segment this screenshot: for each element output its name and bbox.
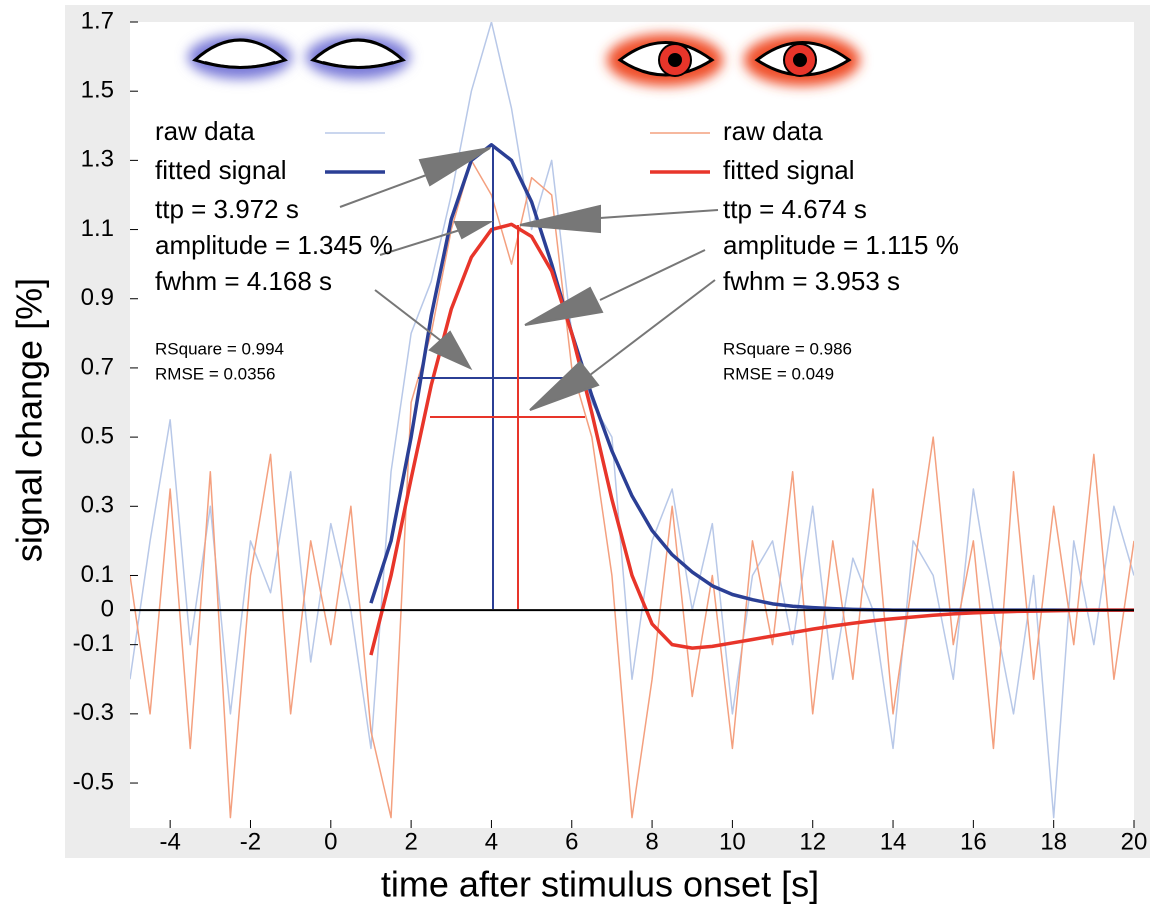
closed-eyes [188,35,410,79]
x-tick-label: 12 [799,828,826,855]
annotation: ttp = 4.674 s [723,194,867,224]
annotation: fwhm = 4.168 s [155,266,332,296]
x-tick-label: -2 [240,828,261,855]
y-tick-label: -0.1 [73,630,114,657]
annotation: ttp = 3.972 s [155,194,299,224]
x-tick-label: 0 [324,828,337,855]
y-tick-label: 0 [101,595,114,622]
annotation: RSquare = 0.994 [155,339,284,358]
y-tick-label: 0.9 [81,284,114,311]
y-tick-label: 0.5 [81,422,114,449]
x-tick-label: 10 [719,828,746,855]
x-tick-label: 14 [880,828,907,855]
y-tick-label: 1.3 [81,146,114,173]
x-tick-label: -4 [159,828,180,855]
x-tick-label: 8 [645,828,658,855]
legend-label: fitted signal [723,155,855,185]
guide-lines [418,145,585,609]
y-tick-label: 0.1 [81,561,114,588]
y-tick-label: 1.5 [81,77,114,104]
annotation: RMSE = 0.049 [723,364,834,383]
x-tick-label: 18 [1040,828,1067,855]
arrows [339,147,719,411]
x-tick-label: 6 [565,828,578,855]
y-tick-label: -0.5 [73,768,114,795]
y-tick-label: 1.1 [81,215,114,242]
annotation: RMSE = 0.0356 [155,364,276,383]
legend-label: raw data [155,116,255,146]
plot-area [130,22,1134,828]
series-line [369,222,1134,656]
open-eyes [607,34,860,86]
annotation: amplitude = 1.115 % [723,230,959,260]
annotation: RSquare = 0.986 [723,339,852,358]
annotation: fwhm = 3.953 s [723,266,900,296]
y-axis-label: signal change [%] [9,278,50,562]
x-axis-label: time after stimulus onset [s] [381,864,819,905]
x-tick-label: 2 [404,828,417,855]
x-tick-label: 20 [1121,828,1148,855]
y-tick-label: 0.3 [81,492,114,519]
x-tick-label: 4 [485,828,498,855]
legend-label: raw data [723,116,823,146]
legend-label: fitted signal [155,155,287,185]
series-line [130,22,1134,819]
annotation: amplitude = 1.345 % [155,230,393,260]
series-line [130,159,1134,819]
y-tick-label: 1.7 [81,7,114,34]
y-tick-label: 0.7 [81,353,114,380]
x-tick-label: 16 [960,828,987,855]
y-tick-label: -0.3 [73,699,114,726]
